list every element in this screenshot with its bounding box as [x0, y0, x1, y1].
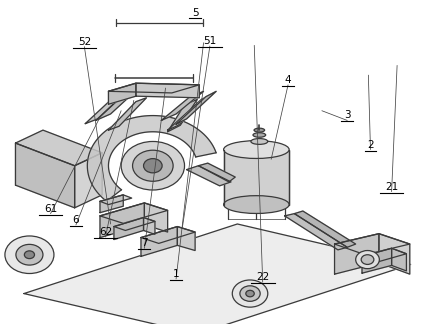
Ellipse shape [254, 128, 265, 132]
Polygon shape [16, 130, 102, 166]
Polygon shape [114, 217, 155, 230]
Polygon shape [141, 227, 195, 243]
Circle shape [356, 251, 379, 269]
Ellipse shape [223, 141, 289, 159]
Polygon shape [335, 234, 410, 255]
Polygon shape [100, 195, 132, 204]
Text: 52: 52 [78, 37, 91, 47]
Polygon shape [141, 227, 177, 256]
Polygon shape [75, 153, 102, 208]
Polygon shape [362, 248, 392, 273]
Polygon shape [294, 211, 356, 247]
Polygon shape [87, 116, 216, 201]
Polygon shape [167, 95, 212, 130]
Polygon shape [161, 91, 204, 121]
Polygon shape [392, 248, 406, 271]
Text: 21: 21 [385, 182, 398, 192]
Text: 6: 6 [73, 215, 79, 225]
Polygon shape [177, 227, 195, 251]
Polygon shape [223, 150, 289, 204]
Polygon shape [145, 203, 167, 232]
Ellipse shape [251, 138, 268, 144]
Polygon shape [109, 83, 136, 104]
Text: 4: 4 [285, 75, 291, 85]
Polygon shape [285, 214, 347, 250]
Polygon shape [100, 203, 145, 238]
Circle shape [133, 150, 173, 181]
Polygon shape [136, 83, 199, 98]
Circle shape [16, 244, 43, 265]
Polygon shape [24, 224, 410, 325]
Polygon shape [144, 217, 155, 234]
Text: 61: 61 [44, 204, 57, 214]
Text: 62: 62 [99, 227, 112, 237]
Polygon shape [176, 91, 216, 124]
Text: 2: 2 [367, 139, 374, 150]
Circle shape [246, 290, 254, 297]
Circle shape [24, 251, 34, 259]
Circle shape [144, 159, 162, 173]
Polygon shape [198, 163, 235, 182]
Ellipse shape [253, 133, 266, 137]
Polygon shape [16, 143, 75, 208]
Circle shape [121, 141, 184, 190]
Ellipse shape [223, 196, 289, 214]
Text: 5: 5 [192, 7, 198, 18]
Polygon shape [85, 91, 128, 124]
Circle shape [240, 286, 260, 301]
Polygon shape [109, 98, 147, 130]
Polygon shape [109, 83, 199, 93]
Circle shape [232, 280, 268, 307]
Polygon shape [335, 234, 379, 274]
Text: 51: 51 [203, 36, 217, 46]
Text: 3: 3 [344, 111, 351, 121]
Circle shape [361, 255, 374, 265]
Polygon shape [379, 234, 410, 274]
Polygon shape [362, 248, 406, 262]
Text: 7: 7 [141, 238, 148, 248]
Text: 22: 22 [256, 272, 269, 282]
Polygon shape [100, 203, 167, 223]
Circle shape [5, 236, 54, 274]
Text: 1: 1 [173, 269, 179, 279]
Polygon shape [96, 85, 142, 121]
Polygon shape [167, 99, 197, 132]
Polygon shape [187, 166, 231, 186]
Polygon shape [114, 217, 144, 240]
Polygon shape [100, 195, 123, 213]
